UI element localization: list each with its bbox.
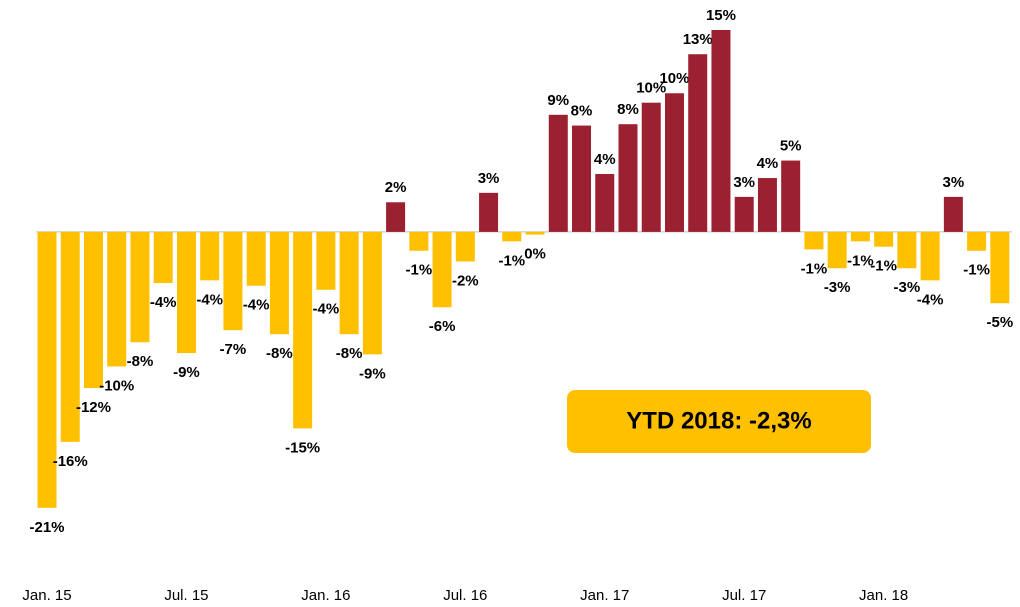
- bar: [83, 231, 103, 389]
- bar: [316, 231, 336, 290]
- bar: [200, 231, 220, 281]
- bar: [153, 231, 173, 284]
- data-label: -4%: [243, 297, 270, 314]
- bar: [990, 231, 1010, 304]
- x-tick-label: Jul. 15: [164, 587, 208, 604]
- bar: [479, 192, 499, 232]
- x-tick-label: Jan. 15: [22, 587, 71, 604]
- bar: [572, 125, 592, 232]
- data-label: -9%: [359, 365, 386, 382]
- bar: [827, 231, 847, 269]
- bar: [897, 231, 917, 269]
- x-tick-label: Jan. 18: [859, 587, 908, 604]
- data-label: 2%: [385, 179, 407, 196]
- bar: [595, 174, 615, 232]
- data-label: -1%: [870, 258, 897, 275]
- bar: [664, 93, 684, 232]
- data-label: 3%: [733, 174, 755, 191]
- data-label: -1%: [498, 252, 525, 269]
- bar: [688, 54, 708, 232]
- bar: [246, 231, 266, 286]
- x-tick-label: Jan. 17: [580, 587, 629, 604]
- data-label: -6%: [429, 318, 456, 335]
- data-label: -8%: [266, 345, 293, 362]
- bar: [176, 231, 196, 354]
- bar: [874, 231, 894, 247]
- data-label: -4%: [313, 301, 340, 318]
- bar: [850, 231, 870, 242]
- bar: [107, 231, 127, 367]
- bar: [757, 178, 777, 232]
- data-label: -12%: [76, 399, 111, 416]
- data-label: 8%: [571, 103, 593, 120]
- bar: [339, 231, 359, 335]
- bar: [269, 231, 289, 335]
- data-label: -3%: [894, 279, 921, 296]
- bar: [548, 114, 568, 232]
- bar: [223, 231, 243, 331]
- data-label: -5%: [986, 314, 1013, 331]
- data-label: 13%: [683, 31, 713, 48]
- data-label: -1%: [405, 262, 432, 279]
- bar: [781, 160, 801, 232]
- data-label: 15%: [706, 7, 736, 24]
- bar: [37, 231, 57, 508]
- data-label: 4%: [594, 151, 616, 168]
- data-label: 8%: [617, 101, 639, 118]
- data-label: -4%: [917, 291, 944, 308]
- data-label: -4%: [196, 291, 223, 308]
- bar: [130, 231, 150, 343]
- data-label: -1%: [847, 252, 874, 269]
- bar: [455, 231, 475, 262]
- data-label: -16%: [53, 453, 88, 470]
- annotation-box: [567, 390, 871, 453]
- data-label: 0%: [524, 246, 546, 263]
- data-label: 9%: [547, 92, 569, 109]
- data-label: 10%: [636, 80, 666, 97]
- bar: [293, 231, 313, 429]
- data-label: -1%: [801, 260, 828, 277]
- bar: [641, 102, 661, 232]
- bar: [432, 231, 452, 308]
- data-label: -8%: [336, 345, 363, 362]
- bar: [920, 231, 940, 281]
- data-label: -9%: [173, 364, 200, 381]
- x-tick-label: Jan. 16: [301, 587, 350, 604]
- bar: [525, 231, 545, 235]
- data-label: 4%: [757, 155, 779, 172]
- data-label: -3%: [824, 279, 851, 296]
- bar: [386, 202, 406, 232]
- data-label: -4%: [150, 294, 177, 311]
- bar: [502, 231, 522, 242]
- data-label: 10%: [659, 70, 689, 87]
- bar: [711, 30, 731, 232]
- data-label: -7%: [220, 341, 247, 358]
- data-label: -8%: [127, 353, 154, 370]
- data-label: 3%: [943, 174, 965, 191]
- x-tick-label: Jul. 16: [443, 587, 487, 604]
- data-label: -2%: [452, 272, 479, 289]
- bar: [618, 124, 638, 232]
- bar: [362, 231, 382, 355]
- bar: [60, 231, 80, 442]
- bar: [943, 196, 963, 232]
- data-label: -10%: [99, 377, 134, 394]
- data-label: 5%: [780, 138, 802, 155]
- data-label: -1%: [963, 262, 990, 279]
- x-tick-label: Jul. 17: [722, 587, 766, 604]
- bar: [409, 231, 429, 251]
- bar: [804, 231, 824, 250]
- bar: [734, 196, 754, 232]
- data-label: -15%: [285, 439, 320, 456]
- bar: [967, 231, 987, 251]
- data-label: -21%: [29, 519, 64, 536]
- annotation: YTD 2018: -2,3%: [626, 407, 811, 434]
- data-label: 3%: [478, 170, 500, 187]
